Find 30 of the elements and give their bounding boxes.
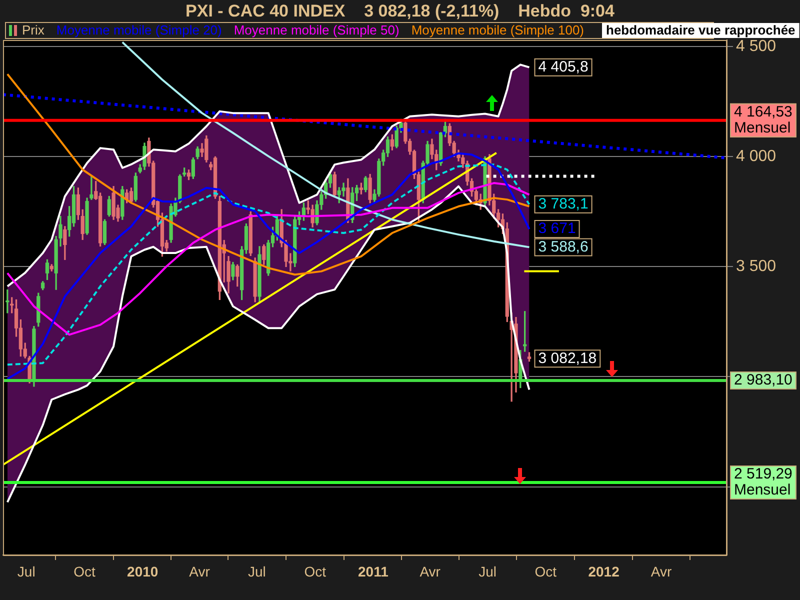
y-tick-label: 4 000 xyxy=(736,148,776,166)
x-tick-label: Oct xyxy=(304,563,326,580)
x-tick-label: 2011 xyxy=(358,563,389,580)
x-tick-label: Jul xyxy=(17,563,36,580)
ref-line-label: 2 519,29 Mensuel xyxy=(734,466,792,499)
data-label: 3 783,1 xyxy=(538,196,588,213)
annotation: 4 405,8 xyxy=(538,58,588,76)
data-label: 3 588,6 xyxy=(538,238,588,256)
ref-line-label: 4 164,53 Mensuel xyxy=(734,104,792,137)
x-tick-label: Avr xyxy=(189,563,210,580)
text: hebdomadaire vue rapprochée xyxy=(606,22,796,38)
y-tick-label: 3 500 xyxy=(736,258,776,276)
x-tick-label: Avr xyxy=(650,563,672,580)
x-tick-label: Jul xyxy=(478,563,497,580)
y-tick-label: 4 500 xyxy=(736,38,776,56)
x-tick-label: Oct xyxy=(534,563,557,580)
x-tick-label: Avr xyxy=(420,563,441,580)
x-tick-label: 2010 xyxy=(127,563,158,580)
legend-label: Prix xyxy=(22,22,45,38)
data-label: 3 671 xyxy=(538,220,576,238)
x-tick-label: Oct xyxy=(74,563,96,580)
annotation: 3 082,18 xyxy=(538,350,597,367)
candlestick xyxy=(6,289,10,314)
chart-title: PXI - CAC 40 INDEX 3 082,18 (-2,11%) Hebdo 9:04 xyxy=(186,2,616,21)
text: Moyenne mobile (Simple 20) xyxy=(56,22,222,38)
x-tick-label: Jul xyxy=(248,563,266,580)
text: Moyenne mobile (Simple 100) xyxy=(411,22,584,38)
x-tick-label: 2012 xyxy=(588,563,620,580)
text: Moyenne mobile (Simple 50) xyxy=(234,22,400,38)
ref-line-label: 2 983,10 xyxy=(734,372,792,389)
